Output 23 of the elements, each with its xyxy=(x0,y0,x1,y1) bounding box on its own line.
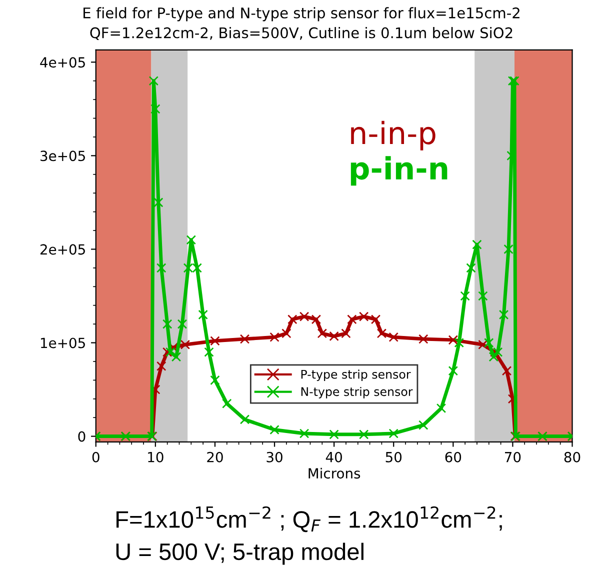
y-tick-label: 3e+05 xyxy=(40,150,85,162)
text: F=1x10$^{15}$cm$^{−2}$ ; Q$_{F}$ = 1.2x10$^{12}$cm$^{−2}$; xyxy=(116,506,502,532)
x-tick-label: 40 xyxy=(326,452,342,462)
x-tick-label: 60 xyxy=(445,452,462,462)
x-tick-label: 10 xyxy=(148,452,164,462)
chart-subtitle: QF=1.2e12cm-2, Bias=500V, Cutline is 0.1um below SiO2 xyxy=(90,27,512,40)
annotation: p-in-n xyxy=(350,156,448,186)
x-tick-label: 30 xyxy=(266,452,282,462)
chart-title: E field for P-type and N-type strip sensor for flux=1e15cm-2 xyxy=(84,7,520,22)
x-tick-label: 70 xyxy=(505,452,521,462)
x-axis-title: Microns xyxy=(308,468,360,479)
x-tick-label: 80 xyxy=(564,452,580,462)
legend-label: N-type strip sensor xyxy=(301,386,413,398)
y-tick-label: 2e+05 xyxy=(40,244,85,255)
x-tick-label: 50 xyxy=(386,452,402,462)
legend-label: P-type strip sensor xyxy=(301,370,411,382)
y-tick-label: 4e+05 xyxy=(40,57,85,68)
y-tick-label: 0 xyxy=(78,431,86,442)
x-tick-label: 20 xyxy=(207,452,223,462)
x-tick-label: 0 xyxy=(92,452,100,462)
text: U = 500 V; 5-trap model xyxy=(116,542,364,565)
y-tick-label: 1e+05 xyxy=(40,338,85,348)
annotation: n-in-p xyxy=(351,120,436,150)
